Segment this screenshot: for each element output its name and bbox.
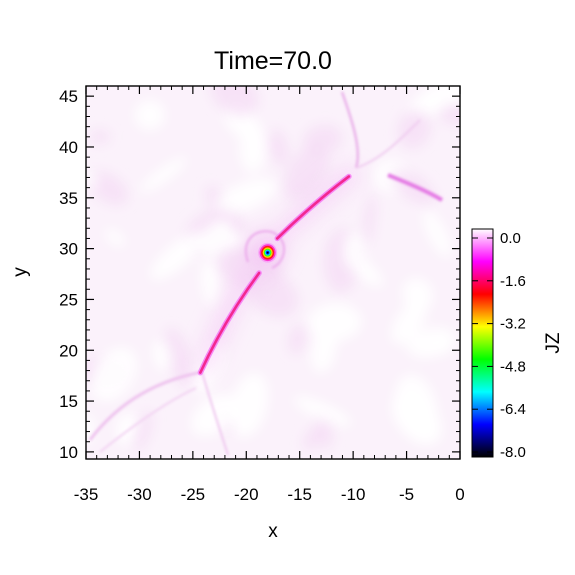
texture-blob xyxy=(86,170,99,187)
texture-blob xyxy=(268,129,289,166)
texture-blob xyxy=(105,228,126,247)
background-texture xyxy=(86,86,460,452)
texture-blob xyxy=(343,249,384,288)
colorbar-tick-label: -4.8 xyxy=(500,358,526,375)
current-sheets xyxy=(197,173,352,376)
current-sheet-upper xyxy=(275,175,351,240)
y-tick-label: 15 xyxy=(59,392,78,411)
colorbar-ticks: 0.0 -1.6 -3.2 -4.8 -6.4 -8.0 xyxy=(472,230,526,461)
lower-left-arc-1 xyxy=(88,370,203,441)
lower-left-arc-2 xyxy=(99,387,197,453)
y-tick-label: 25 xyxy=(59,290,78,309)
texture-blob xyxy=(391,301,427,345)
y-tick-label: 35 xyxy=(59,189,78,208)
plasmoid-shell xyxy=(245,230,285,269)
texture-blob xyxy=(152,340,172,371)
texture-blob xyxy=(394,374,438,441)
texture-blob xyxy=(164,327,194,388)
texture-blob xyxy=(134,100,166,131)
y-tick-label: 30 xyxy=(59,240,78,259)
texture-blob xyxy=(417,86,460,112)
texture-blob xyxy=(91,347,138,402)
current-sheet-lower xyxy=(199,271,261,374)
x-tick-label: 0 xyxy=(455,485,464,504)
texture-blob xyxy=(402,277,434,312)
plot-frame xyxy=(85,85,461,460)
colorbar-fill xyxy=(472,229,493,457)
texture-blob xyxy=(362,193,376,249)
upper-right-shock-1 xyxy=(387,173,444,202)
colorbar-tick-label: -8.0 xyxy=(500,444,526,461)
lower-right-tail xyxy=(201,371,229,456)
x-tick-label: -30 xyxy=(127,485,152,504)
plasmoid-ring xyxy=(266,251,269,254)
plasmoid xyxy=(258,242,278,263)
faint-features xyxy=(88,91,444,456)
colorbar-tick-label: 0.0 xyxy=(500,230,521,247)
x-tick-label: -5 xyxy=(399,485,414,504)
texture-blob xyxy=(230,372,269,438)
y-tick-label: 45 xyxy=(59,87,78,106)
texture-blob xyxy=(307,302,362,342)
x-tick-label: -10 xyxy=(341,485,366,504)
x-axis-ticks: -35 -30 -25 -20 -15 -10 -5 0 xyxy=(74,86,465,504)
heatmap-field xyxy=(86,86,460,456)
texture-blob xyxy=(397,110,431,149)
x-tick-label: -35 xyxy=(74,485,99,504)
texture-blob xyxy=(150,232,204,280)
y-tick-label: 10 xyxy=(59,443,78,462)
colorbar-tick-label: -1.6 xyxy=(500,273,526,290)
texture-blob xyxy=(89,129,110,144)
texture-blob xyxy=(201,260,220,309)
colorbar-label: JZ xyxy=(543,332,564,354)
texture-blob xyxy=(87,171,128,205)
texture-blob xyxy=(427,340,453,354)
x-axis-label: x xyxy=(268,521,278,542)
y-axis-label: y xyxy=(10,267,31,277)
upper-right-shock-3 xyxy=(355,119,421,169)
upper-right-shock-2 xyxy=(340,91,360,169)
texture-blob xyxy=(310,329,337,374)
texture-blob xyxy=(115,412,139,445)
texture-blob xyxy=(303,427,322,451)
colorbar-frame xyxy=(471,228,494,458)
colorbar-tick-label: -3.2 xyxy=(500,316,526,333)
texture-blob xyxy=(288,324,307,355)
plot-area: -35 -30 -25 -20 -15 -10 -5 0 10 15 20 25 30 35 40 45 xyxy=(59,85,465,504)
texture-blob xyxy=(293,396,352,427)
chart-title: Time=70.0 xyxy=(214,47,332,75)
y-axis-ticks: 10 15 20 25 30 35 40 45 xyxy=(59,85,460,462)
x-tick-label: -15 xyxy=(287,485,312,504)
texture-blob xyxy=(210,86,259,117)
x-tick-label: -25 xyxy=(181,485,206,504)
colorbar-tick-label: -6.4 xyxy=(500,401,526,418)
texture-blob xyxy=(215,178,277,214)
texture-blob xyxy=(422,210,452,258)
texture-blob xyxy=(133,410,153,452)
texture-blob xyxy=(283,144,330,201)
texture-blob xyxy=(438,104,460,125)
texture-blob xyxy=(139,157,188,193)
y-tick-label: 20 xyxy=(59,341,78,360)
y-tick-label: 40 xyxy=(59,138,78,157)
texture-blob xyxy=(199,219,233,256)
x-tick-label: -20 xyxy=(234,485,259,504)
colorbar: 0.0 -1.6 -3.2 -4.8 -6.4 -8.0 JZ xyxy=(471,228,564,461)
